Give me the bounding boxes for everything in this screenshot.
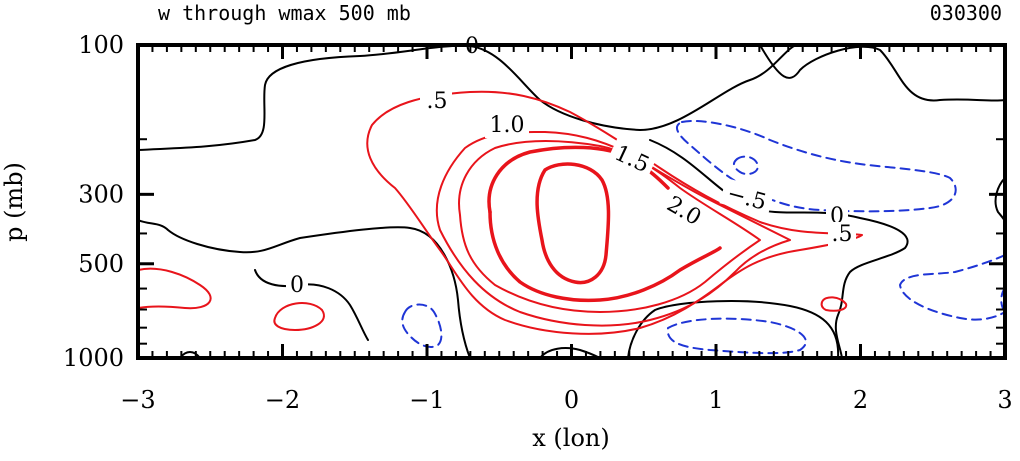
x-tick-label: 0 xyxy=(564,386,579,414)
x-tick-label: 3 xyxy=(997,386,1012,414)
y-tick-label: 500 xyxy=(78,250,124,278)
contour-pos-2-5 xyxy=(535,162,611,285)
contour-pos-0-5 xyxy=(366,90,863,335)
contour-pos-right-blob xyxy=(820,296,848,312)
contour-neg-upper-right xyxy=(675,119,957,213)
x-tick-label: −3 xyxy=(120,386,155,414)
contour-neg-lower-left xyxy=(401,303,443,348)
contour-pos-2-0-b xyxy=(488,210,722,303)
chart-date-label: 030300 xyxy=(930,1,1002,25)
y-axis-label: p (mb) xyxy=(0,162,28,242)
contour-zero-lower-mid xyxy=(627,300,840,358)
contour-label-zero-left: 0 xyxy=(290,273,304,298)
contour-zero-core xyxy=(649,139,909,358)
y-tick-label: 1000 xyxy=(63,344,124,372)
x-tick-label: −1 xyxy=(409,386,444,414)
x-tick-label: −2 xyxy=(265,386,300,414)
chart-title: w through wmax 500 mb xyxy=(158,1,411,25)
contour-zero-lower-left-2 xyxy=(254,269,369,341)
contour-neg-lower-mid xyxy=(666,317,807,355)
y-tick-label: 300 xyxy=(78,180,124,208)
contour-zero-upper-right xyxy=(759,45,1005,102)
contour-zero-upper xyxy=(138,45,801,151)
contour-label-0-5: .5 xyxy=(427,89,448,114)
x-axis-label: x (lon) xyxy=(532,424,609,452)
x-tick-label: 1 xyxy=(708,386,723,414)
contour-zero-lower-left xyxy=(138,219,471,358)
contour-label-1-0: 1.0 xyxy=(490,113,525,138)
contour-neg-right-edge xyxy=(899,254,1005,321)
contour-pos-left-blob xyxy=(273,302,325,331)
contour-pos-1-5 xyxy=(458,140,761,313)
contour-pos-left-edge xyxy=(138,267,212,310)
contour-neg-small-ring xyxy=(732,155,759,175)
x-tick-label: 2 xyxy=(853,386,868,414)
y-tick-label: 100 xyxy=(78,31,124,59)
contour-label-0-5-right: .5 xyxy=(832,222,853,247)
